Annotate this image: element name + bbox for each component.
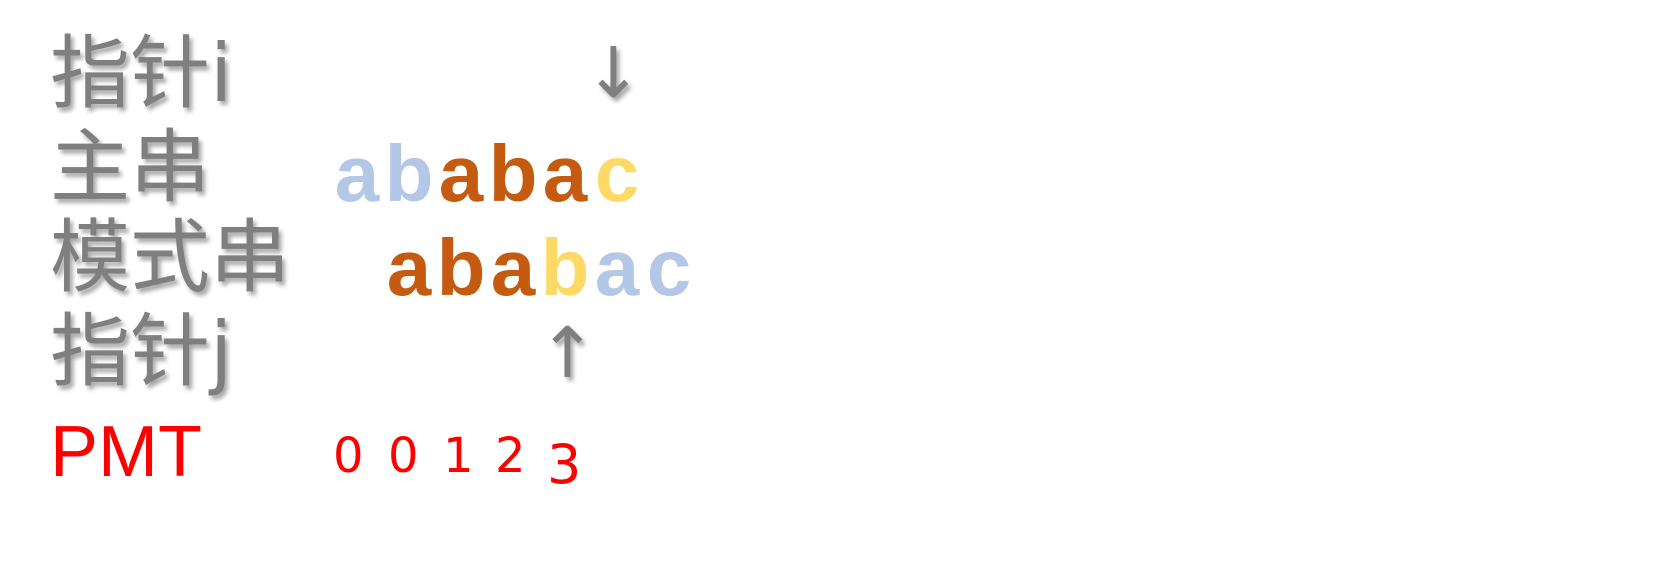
pattern-string-text: a b a b a c [383, 228, 695, 308]
pmt-value: 2 [495, 428, 526, 484]
pmt-value: 1 [443, 428, 474, 484]
pmt-value: 0 [333, 428, 364, 484]
pattern-string-label: 模式串 [50, 211, 290, 304]
main-string-label: 主串 [50, 121, 210, 214]
main-char: a [542, 129, 588, 218]
pattern-char: a [386, 223, 432, 312]
pattern-char: b [436, 223, 486, 312]
pmt-label: PMT [50, 412, 202, 492]
main-char: b [384, 129, 434, 218]
pattern-char: c [646, 223, 692, 312]
pattern-char: a [594, 223, 640, 312]
main-char: a [438, 129, 484, 218]
main-char: b [488, 129, 538, 218]
pattern-char: a [490, 223, 536, 312]
main-char: c [594, 129, 640, 218]
pmt-value: 0 [388, 428, 419, 484]
pointer-j-label: 指针j [50, 305, 233, 398]
main-char: a [334, 129, 380, 218]
pattern-char: b [540, 223, 590, 312]
pmt-value: 3 [547, 433, 582, 496]
main-string-text: a b a b a c [331, 134, 643, 214]
pointer-j-up-arrow-icon: ↑ [538, 312, 597, 394]
pointer-i-label: 指针i [50, 27, 233, 120]
pointer-i-down-arrow-icon: ↓ [584, 32, 643, 114]
